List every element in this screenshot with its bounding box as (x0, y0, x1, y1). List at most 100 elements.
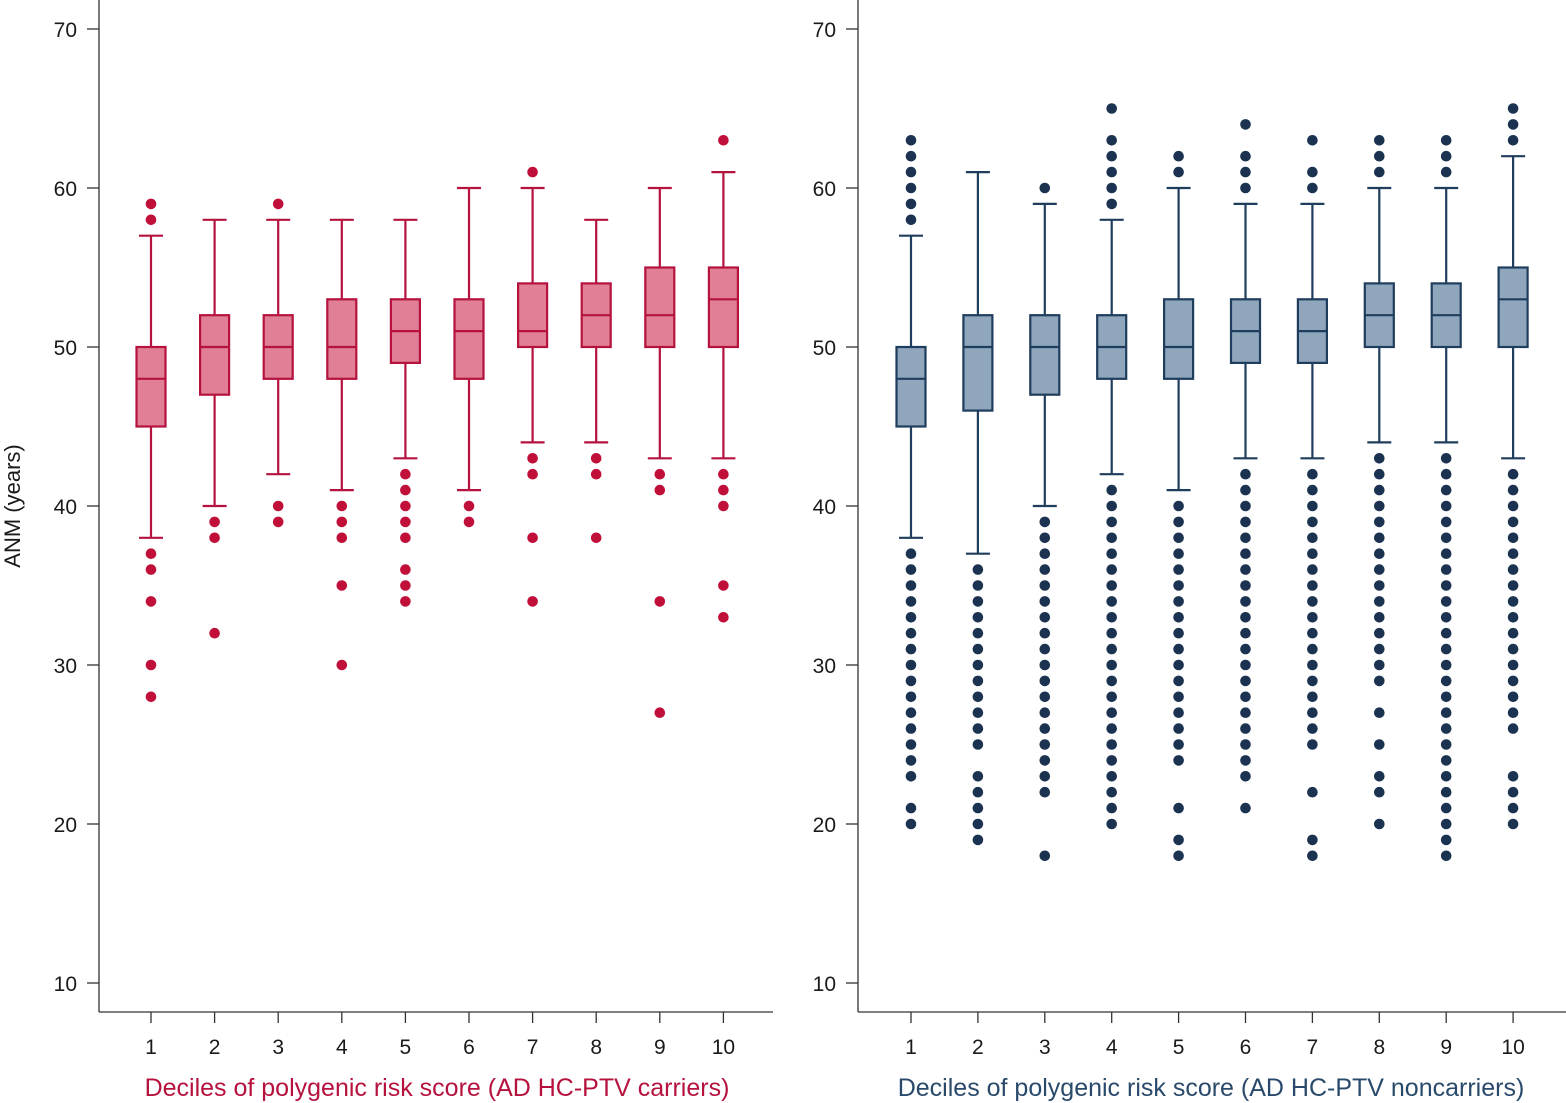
outlier-point (972, 627, 984, 639)
box-decile-4: 4 (326, 218, 358, 1059)
box-decile-1: 1 (895, 135, 927, 1059)
outlier-point (1039, 691, 1051, 703)
outlier-point (1106, 500, 1117, 512)
outlier-point (1440, 500, 1452, 512)
outlier-point (718, 135, 729, 146)
outlier-point (972, 834, 984, 846)
outlier-point (654, 468, 666, 480)
outlier-point (1307, 548, 1318, 559)
outlier-point (1507, 500, 1519, 512)
outlier-point (972, 818, 984, 830)
outlier-point (1106, 818, 1117, 830)
y-tick-label: 50 (54, 337, 77, 360)
outlier-point (527, 596, 538, 607)
outlier-point (905, 771, 917, 782)
outlier-point (1440, 468, 1452, 480)
outlier-point (1106, 198, 1117, 210)
x-tick-label: 8 (590, 1036, 602, 1059)
box-decile-8: 8 (580, 218, 612, 1059)
outlier-point (1173, 802, 1184, 814)
outlier-point (1240, 707, 1251, 718)
box-decile-3: 3 (1029, 182, 1061, 1059)
outlier-point (1173, 580, 1184, 591)
outlier-point (1507, 548, 1519, 559)
outlier-point (1374, 739, 1385, 750)
outlier-point (905, 135, 917, 146)
outlier-point (1173, 659, 1184, 671)
outlier-point (1307, 166, 1318, 178)
outlier-point (590, 468, 602, 480)
outlier-point (1440, 453, 1452, 464)
outlier-point (1307, 675, 1318, 687)
outlier-point (905, 612, 917, 623)
outlier-point (527, 532, 538, 544)
iqr-box (962, 314, 994, 412)
outlier-point (590, 453, 602, 464)
outlier-point (1440, 771, 1452, 782)
outlier-point (1307, 739, 1318, 750)
iqr-box (1162, 298, 1195, 380)
outlier-point (1240, 580, 1251, 591)
outlier-point (1374, 135, 1385, 146)
outlier-point (145, 564, 157, 575)
outlier-point (1507, 802, 1519, 814)
outlier-point (1440, 818, 1452, 830)
outlier-point (527, 453, 538, 464)
outlier-point (1173, 532, 1184, 544)
iqr-box (644, 266, 676, 349)
outlier-point (1307, 135, 1318, 146)
box-decile-8: 8 (1363, 135, 1395, 1059)
outlier-point (1106, 707, 1117, 718)
outlier-point (1240, 612, 1251, 623)
y-tick-label: 20 (813, 814, 836, 837)
x-tick-label: 9 (1440, 1036, 1452, 1059)
outlier-point (1173, 739, 1184, 750)
outlier-point (145, 659, 157, 671)
outlier-point (905, 643, 917, 655)
outlier-point (1440, 834, 1452, 846)
outlier-point (1240, 484, 1251, 496)
outlier-point (1507, 818, 1519, 830)
outlier-point (1440, 532, 1452, 544)
outlier-point (905, 214, 917, 226)
x-tick-label: 6 (463, 1036, 475, 1059)
outlier-point (1106, 675, 1117, 687)
outlier-point (1307, 659, 1318, 671)
outlier-point (1507, 516, 1519, 528)
outlier-point (1507, 468, 1519, 480)
outlier-point (272, 198, 284, 210)
iqr-box (199, 314, 231, 396)
outlier-point (336, 516, 348, 528)
outlier-point (145, 596, 157, 607)
outlier-point (905, 627, 917, 639)
outlier-point (905, 739, 917, 750)
outlier-point (905, 150, 917, 162)
outlier-point (400, 532, 411, 544)
outlier-point (1240, 771, 1251, 782)
outlier-point (1039, 643, 1051, 655)
box-decile-5: 5 (1162, 150, 1195, 1059)
iqr-box (135, 345, 167, 428)
outlier-point (1039, 850, 1051, 862)
outlier-point (1307, 596, 1318, 607)
outlier-point (905, 675, 917, 687)
outlier-point (1106, 691, 1117, 703)
outlier-point (1374, 659, 1385, 671)
box-decile-7: 7 (1296, 135, 1329, 1059)
outlier-point (1374, 166, 1385, 178)
x-tick-label: 3 (1039, 1036, 1051, 1059)
box-decile-9: 9 (1430, 135, 1462, 1059)
outlier-point (1240, 596, 1251, 607)
iqr-box (707, 266, 740, 349)
outlier-point (1173, 834, 1184, 846)
outlier-point (1440, 643, 1452, 655)
x-tick-label: 3 (272, 1036, 284, 1059)
outlier-point (1240, 802, 1251, 814)
outlier-point (1307, 612, 1318, 623)
x-tick-label: 4 (1106, 1036, 1118, 1059)
outlier-point (1039, 580, 1051, 591)
outlier-point (1106, 580, 1117, 591)
outlier-point (1173, 564, 1184, 575)
outlier-point (1240, 691, 1251, 703)
outlier-point (905, 182, 917, 194)
